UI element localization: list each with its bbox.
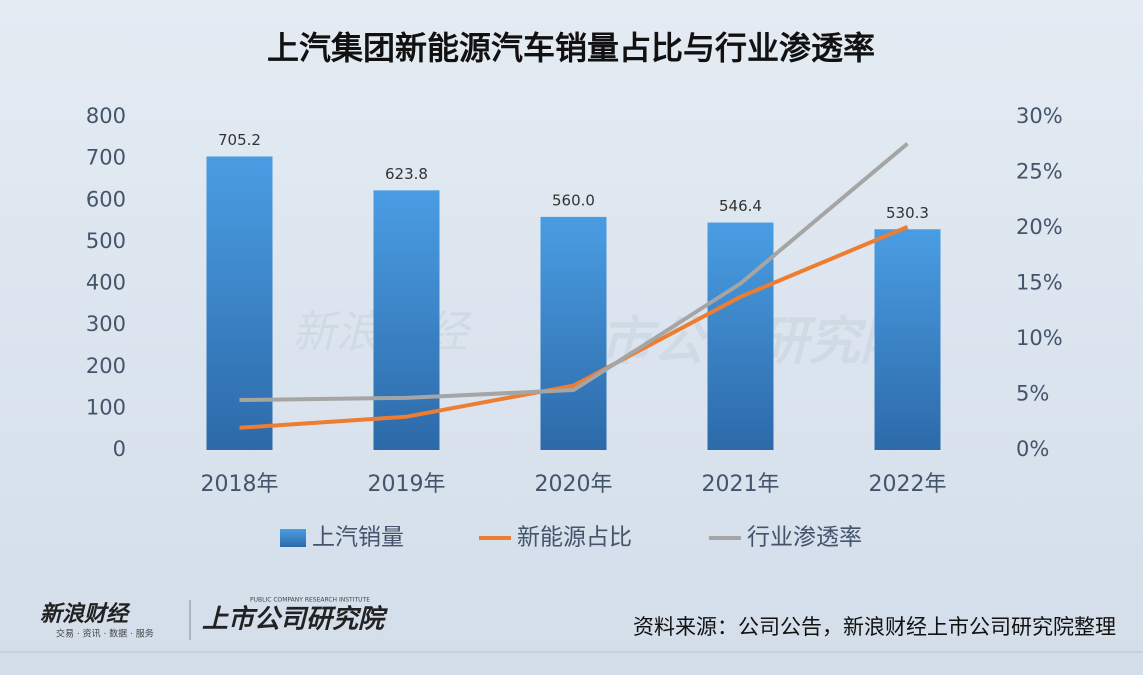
institute-logo: 上市公司研究院 [202, 605, 388, 635]
bar [373, 190, 440, 450]
x-tick-label: 2020年 [535, 472, 613, 497]
x-tick-label: 2018年 [201, 472, 279, 497]
y-tick-label: 800 [86, 104, 126, 128]
y-tick-label: 600 [86, 187, 126, 211]
y2-tick-label: 25% [1016, 160, 1063, 184]
data-label: 560.0 [552, 191, 595, 209]
x-tick-label: 2021年 [702, 472, 780, 497]
y-tick-label: 200 [86, 354, 126, 378]
bar [540, 216, 607, 450]
data-label: 546.4 [719, 197, 762, 215]
y-tick-label: 500 [86, 229, 126, 253]
data-label: 623.8 [385, 165, 428, 183]
source-note: 资料来源：公司公告，新浪财经上市公司研究院整理 [633, 615, 1116, 639]
sina-tagline: 交易 · 资讯 · 数据 · 服务 [56, 628, 154, 640]
y-tick-label: 100 [86, 395, 126, 419]
legend-label: 新能源占比 [517, 525, 632, 551]
x-tick-label: 2022年 [869, 472, 947, 497]
legend-swatch [280, 529, 306, 547]
y2-tick-label: 30% [1016, 104, 1063, 128]
data-label: 705.2 [218, 131, 261, 149]
x-tick-label: 2019年 [368, 472, 446, 497]
y2-tick-label: 10% [1016, 326, 1063, 350]
y2-tick-label: 20% [1016, 215, 1063, 239]
y2-tick-label: 0% [1016, 437, 1049, 461]
data-label: 530.3 [886, 204, 929, 222]
line [239, 225, 909, 430]
chart-title: 上汽集团新能源汽车销量占比与行业渗透率 [267, 29, 875, 67]
y-tick-label: 700 [86, 146, 126, 170]
bar [874, 229, 941, 450]
y-tick-label: 0 [113, 437, 126, 461]
bar [707, 222, 774, 450]
y-tick-label: 300 [86, 312, 126, 336]
y2-tick-label: 5% [1016, 382, 1049, 406]
sina-logo: 新浪财经 [40, 601, 131, 627]
y-tick-label: 400 [86, 271, 126, 295]
legend-label: 上汽销量 [312, 525, 404, 551]
legend-label: 行业渗透率 [747, 525, 862, 551]
y2-tick-label: 15% [1016, 271, 1063, 295]
bar [206, 156, 273, 450]
line [239, 142, 909, 403]
institute-tagline: PUBLIC COMPANY RESEARCH INSTITUTE [250, 597, 370, 604]
